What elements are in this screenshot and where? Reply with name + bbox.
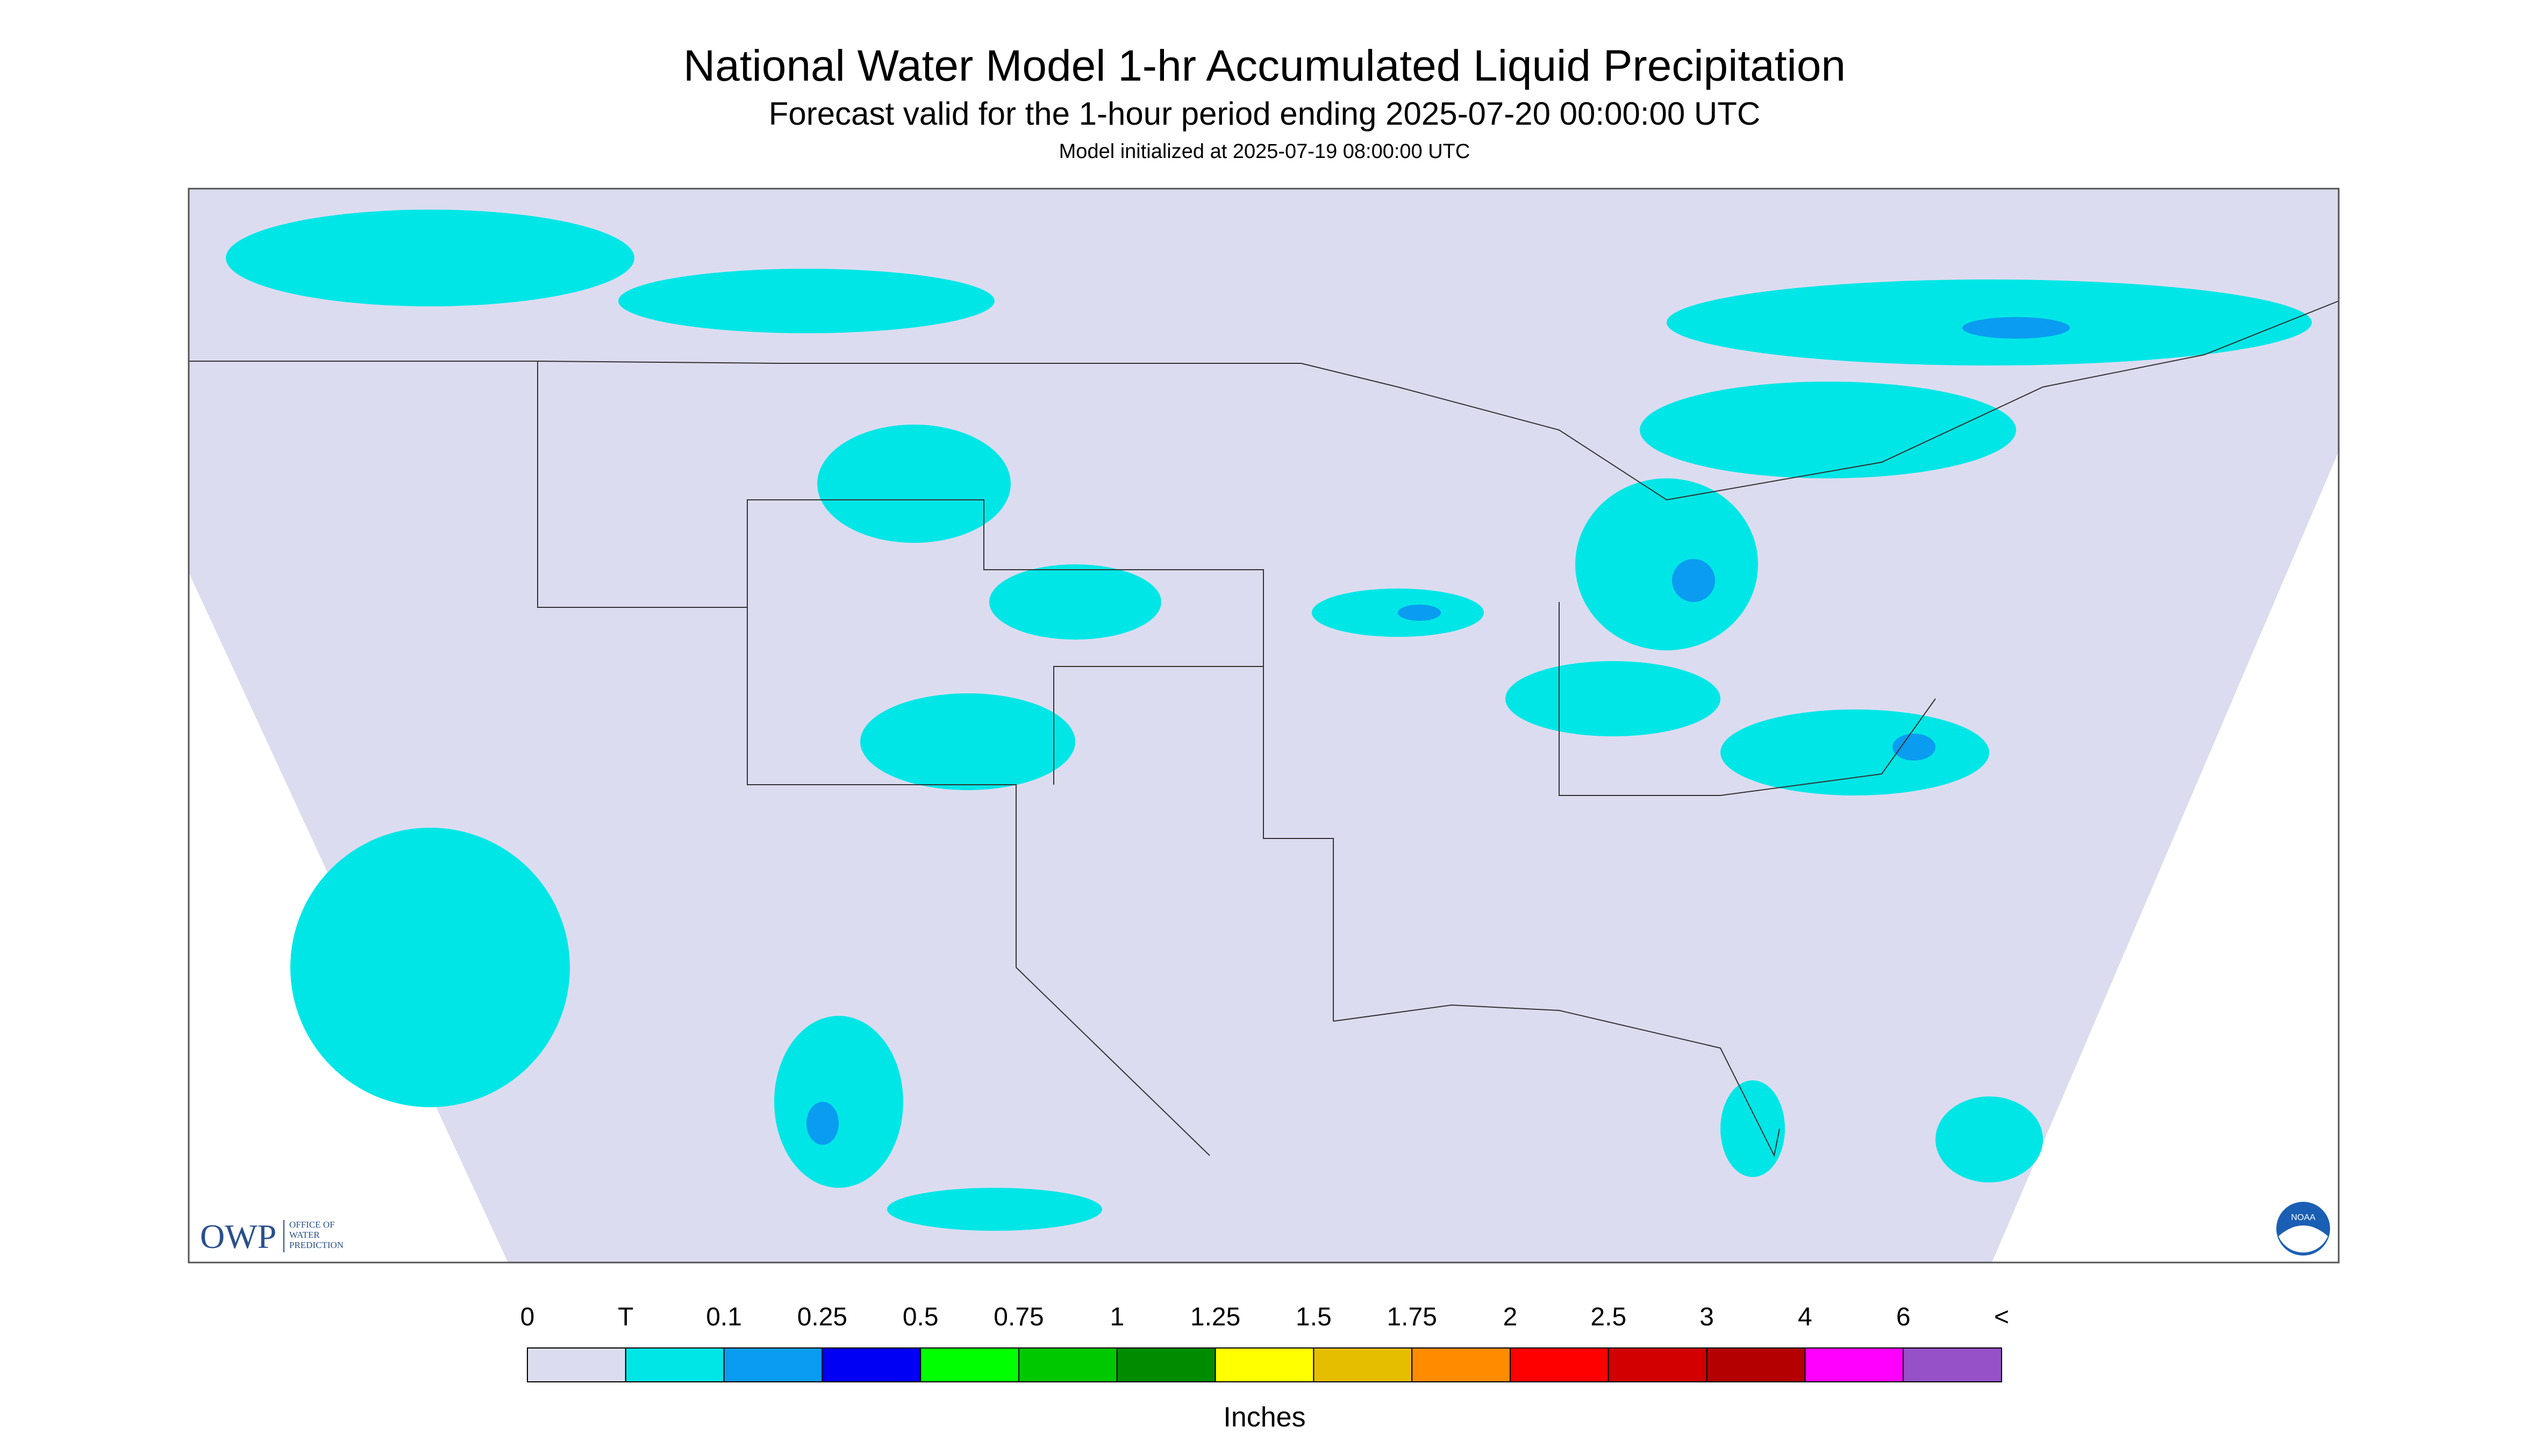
legend-label: 2.5 — [1590, 1303, 1626, 1331]
legend-swatch — [1510, 1347, 1609, 1382]
legend-swatch — [1018, 1347, 1118, 1382]
legend-label: 1 — [1110, 1303, 1124, 1331]
map-frame — [188, 188, 2340, 1264]
badge-wave — [2278, 1225, 2328, 1253]
logo-abbrev: OWP — [200, 1217, 276, 1256]
legend-label: 0 — [520, 1303, 535, 1331]
legend-swatch — [1608, 1347, 1708, 1382]
noaa-badge: NOAA — [2276, 1202, 2330, 1256]
subtitle: Forecast valid for the 1-hour period end… — [769, 96, 1760, 132]
legend-label: 0.75 — [994, 1303, 1044, 1331]
legend-swatch — [1215, 1347, 1314, 1382]
legend-swatch — [1313, 1347, 1413, 1382]
logo-line: WATER — [289, 1230, 320, 1240]
logo-line: OFFICE OF — [289, 1220, 335, 1230]
legend-label: 6 — [1896, 1303, 1911, 1331]
legend-swatch — [723, 1347, 823, 1382]
legend-label: T — [618, 1303, 633, 1331]
legend-label: < — [1994, 1303, 2009, 1331]
title: National Water Model 1-hr Accumulated Li… — [683, 41, 1846, 90]
legend-label: 0.1 — [706, 1303, 742, 1331]
legend-swatch — [1804, 1347, 1904, 1382]
legend-swatch — [821, 1347, 921, 1382]
legend-label: 3 — [1699, 1303, 1714, 1331]
legend-swatch — [920, 1347, 1019, 1382]
map: OWP OFFICE OF WATER PREDICTION NOAA — [188, 188, 2340, 1264]
legend-swatch — [1411, 1347, 1511, 1382]
legend-label: 0.25 — [797, 1303, 847, 1331]
legend-swatch — [625, 1347, 725, 1382]
legend-unit: Inches — [1223, 1402, 1305, 1433]
legend-swatch — [1903, 1347, 2002, 1382]
legend-swatch — [527, 1347, 626, 1382]
legend: 0 T 0.1 0.25 0.5 0.75 1 1.25 1.5 1.75 2 2.5 3 4 6 < — [520, 1303, 2009, 1382]
legend-label: 0.5 — [903, 1303, 939, 1331]
legend-label: 4 — [1798, 1303, 1812, 1331]
legend-label: 1.75 — [1387, 1303, 1437, 1331]
logo-line: PREDICTION — [289, 1240, 344, 1250]
boundaries — [189, 300, 2339, 1158]
precip-moderate — [806, 317, 2070, 1145]
legend-swatch — [1116, 1347, 1216, 1382]
legend-label: 1.25 — [1190, 1303, 1240, 1331]
badge-text: NOAA — [2291, 1213, 2316, 1222]
init-time: Model initialized at 2025-07-19 08:00:00… — [1059, 140, 1470, 163]
legend-label: 1.5 — [1296, 1303, 1332, 1331]
legend-label: 2 — [1503, 1303, 1518, 1331]
owp-logo: OWP OFFICE OF WATER PREDICTION — [200, 1217, 344, 1256]
legend-swatch — [1706, 1347, 1806, 1382]
